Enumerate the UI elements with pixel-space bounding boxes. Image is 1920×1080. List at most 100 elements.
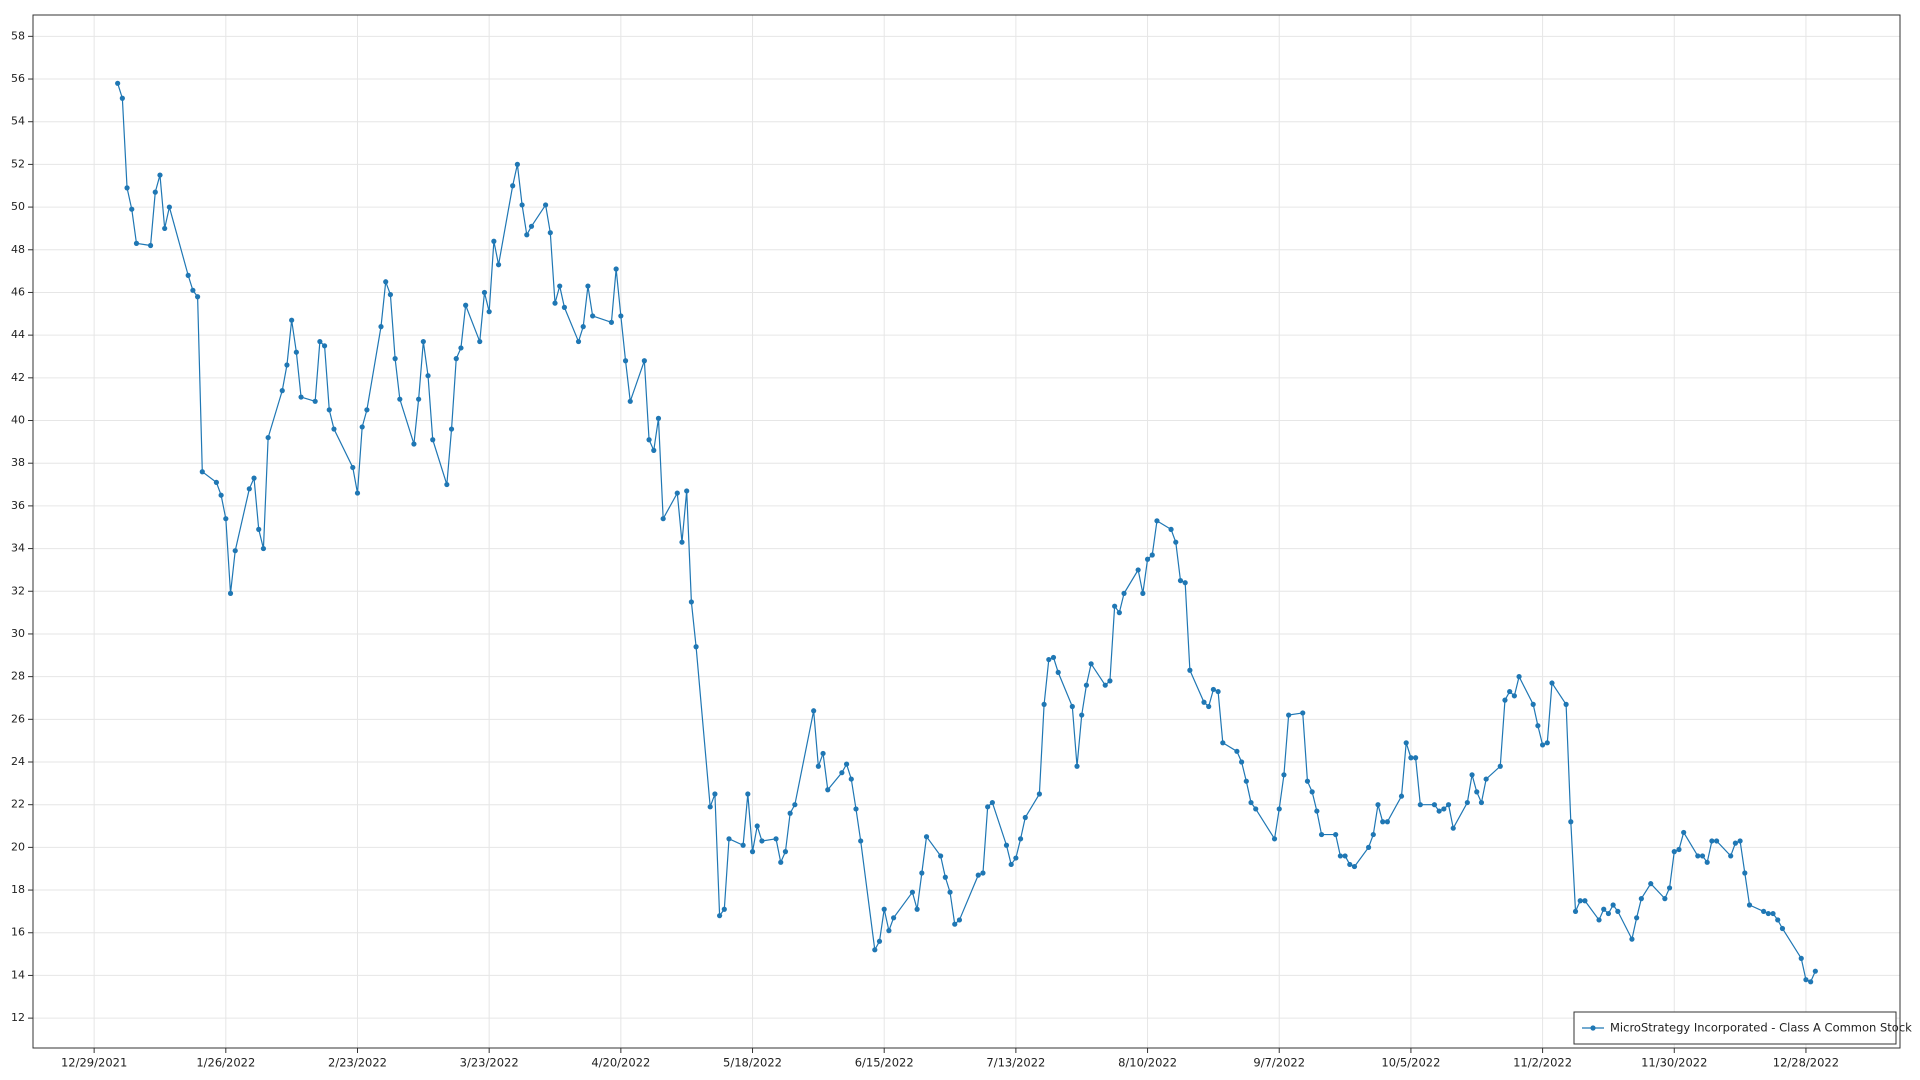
data-point <box>256 526 262 532</box>
data-point <box>721 906 727 912</box>
data-point <box>284 362 290 368</box>
data-point <box>1638 895 1644 902</box>
x-tick-label: 3/23/2022 <box>460 1056 519 1070</box>
data-point <box>1017 836 1024 842</box>
y-tick-label: 50 <box>11 200 25 213</box>
y-tick-label: 48 <box>11 243 25 256</box>
y-tick-label: 20 <box>11 840 25 853</box>
data-point <box>1812 968 1818 974</box>
data-point <box>1243 778 1249 784</box>
data-point <box>688 599 694 605</box>
y-tick-label: 42 <box>11 371 25 384</box>
data-point <box>1276 806 1282 812</box>
data-point <box>1168 526 1174 532</box>
x-tick-label: 2/23/2022 <box>328 1056 387 1070</box>
data-point <box>980 870 986 876</box>
data-point <box>321 343 328 349</box>
data-point <box>510 183 516 189</box>
data-point <box>956 917 963 923</box>
data-point <box>218 492 224 498</box>
data-point <box>1681 829 1687 836</box>
data-point <box>1314 808 1320 814</box>
data-point <box>1079 712 1085 718</box>
data-point <box>575 338 582 345</box>
data-point <box>491 238 497 244</box>
x-tick-label: 7/13/2022 <box>986 1056 1045 1070</box>
x-tick-label: 4/20/2022 <box>591 1056 650 1070</box>
legend-label: MicroStrategy Incorporated - Class A Com… <box>1610 1021 1912 1035</box>
data-point <box>1511 693 1517 699</box>
data-point <box>1629 936 1635 942</box>
y-tick-label: 36 <box>11 499 25 512</box>
data-point <box>392 356 398 362</box>
data-point <box>1695 853 1701 859</box>
data-point <box>1210 686 1216 693</box>
data-point <box>1318 831 1325 838</box>
data-point <box>942 874 948 880</box>
data-point <box>326 407 332 413</box>
legend-box <box>1573 1011 1897 1045</box>
data-point <box>1234 748 1240 754</box>
data-point <box>387 291 394 298</box>
y-tick-label: 56 <box>11 72 25 85</box>
data-point <box>199 469 205 475</box>
data-point <box>1605 910 1612 917</box>
data-point <box>1676 846 1682 853</box>
data-point <box>674 490 680 496</box>
x-tick-label: 9/7/2022 <box>1253 1056 1305 1070</box>
data-point <box>1478 799 1485 806</box>
y-tick-label: 12 <box>11 1011 25 1024</box>
data-point <box>1375 802 1381 808</box>
data-point <box>293 349 299 355</box>
y-tick-label: 22 <box>11 798 25 811</box>
data-point <box>622 358 629 364</box>
data-point <box>416 396 422 402</box>
data-point <box>1041 701 1047 707</box>
data-point <box>891 915 897 921</box>
data-point <box>1648 881 1654 887</box>
data-point <box>820 750 826 757</box>
data-point <box>1577 898 1583 904</box>
data-point <box>1116 610 1122 616</box>
data-point <box>1173 539 1179 545</box>
data-point <box>787 810 793 816</box>
data-point <box>1408 755 1414 761</box>
data-point <box>608 319 615 325</box>
x-tick-label: 12/28/2022 <box>1773 1056 1839 1070</box>
data-point <box>1464 799 1470 806</box>
data-point <box>279 388 285 394</box>
data-point <box>1149 552 1155 558</box>
data-point <box>1568 819 1574 825</box>
data-point <box>1003 842 1010 848</box>
data-point <box>1088 661 1094 667</box>
legend-marker <box>1590 1025 1596 1031</box>
data-point <box>115 80 121 86</box>
data-point <box>1036 791 1042 797</box>
data-point <box>1107 678 1113 684</box>
data-point <box>1431 802 1438 808</box>
data-point <box>1135 567 1141 573</box>
data-point <box>1187 667 1193 673</box>
data-point <box>448 426 455 432</box>
data-point <box>162 225 168 232</box>
data-point <box>693 644 699 650</box>
data-point <box>1728 853 1734 859</box>
data-point <box>1671 849 1677 855</box>
data-point <box>331 426 337 432</box>
data-point <box>486 309 492 315</box>
data-point <box>1413 755 1419 761</box>
data-point <box>778 859 784 865</box>
data-point <box>1069 703 1075 710</box>
data-point <box>1046 656 1052 663</box>
data-point <box>1253 806 1259 812</box>
data-point <box>1055 669 1061 675</box>
data-point <box>251 475 257 481</box>
data-point <box>1370 831 1376 838</box>
data-point <box>1441 806 1447 812</box>
data-point <box>1535 723 1541 729</box>
data-point <box>843 761 850 767</box>
x-tick-label: 6/15/2022 <box>855 1056 914 1070</box>
data-point <box>712 791 718 797</box>
data-point <box>1808 979 1814 985</box>
